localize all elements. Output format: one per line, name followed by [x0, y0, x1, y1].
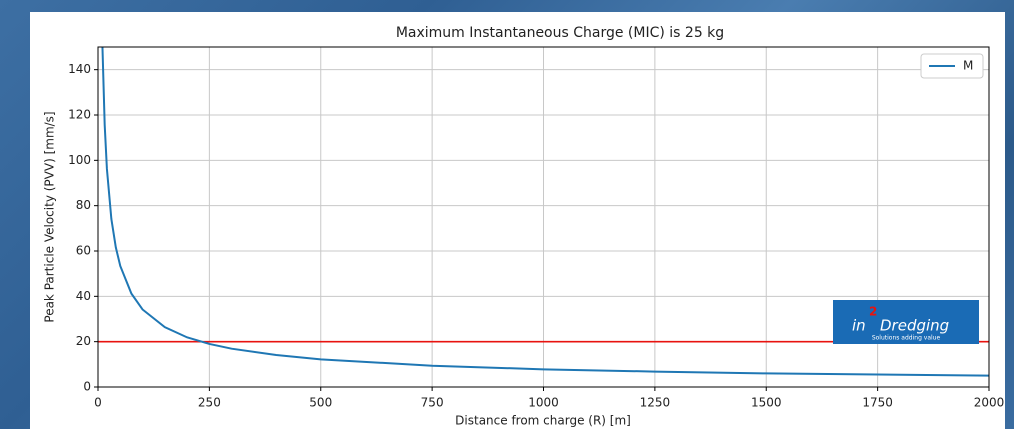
y-tick-label: 20 [76, 334, 91, 348]
x-tick-label: 1250 [640, 396, 671, 410]
logo-suffix: Dredging [880, 317, 949, 335]
chart-title: Maximum Instantaneous Charge (MIC) is 25… [396, 25, 724, 41]
y-tick-label: 80 [76, 198, 91, 212]
logo: in 2 Dredging Solutions adding value [833, 300, 979, 344]
legend-label: M [963, 59, 973, 73]
figure-panel [30, 12, 1005, 429]
x-tick-label: 1500 [751, 396, 782, 410]
x-tick-label: 0 [94, 396, 102, 410]
x-tick-label: 500 [309, 396, 332, 410]
x-tick-label: 1750 [862, 396, 893, 410]
y-tick-label: 100 [68, 153, 91, 167]
x-axis-label: Distance from charge (R) [m] [455, 414, 631, 428]
logo-box [833, 300, 979, 344]
y-axis-label: Peak Particle Velocity (PVV) [mm/s] [43, 111, 57, 322]
x-tick-label: 2000 [974, 396, 1005, 410]
x-tick-label: 1000 [528, 396, 559, 410]
y-tick-label: 0 [83, 380, 91, 394]
y-tick-label: 40 [76, 289, 91, 303]
plot-frame [97, 46, 990, 388]
x-tick-label: 750 [421, 396, 444, 410]
logo-tagline: Solutions adding value [872, 335, 941, 342]
y-tick-label: 60 [76, 244, 91, 258]
y-tick-label: 120 [68, 108, 91, 122]
logo-prefix: in [852, 317, 866, 335]
y-tick-label: 140 [68, 62, 91, 76]
data-line [101, 47, 989, 377]
x-tick-label: 250 [198, 396, 221, 410]
logo-mark: 2 [869, 305, 877, 319]
